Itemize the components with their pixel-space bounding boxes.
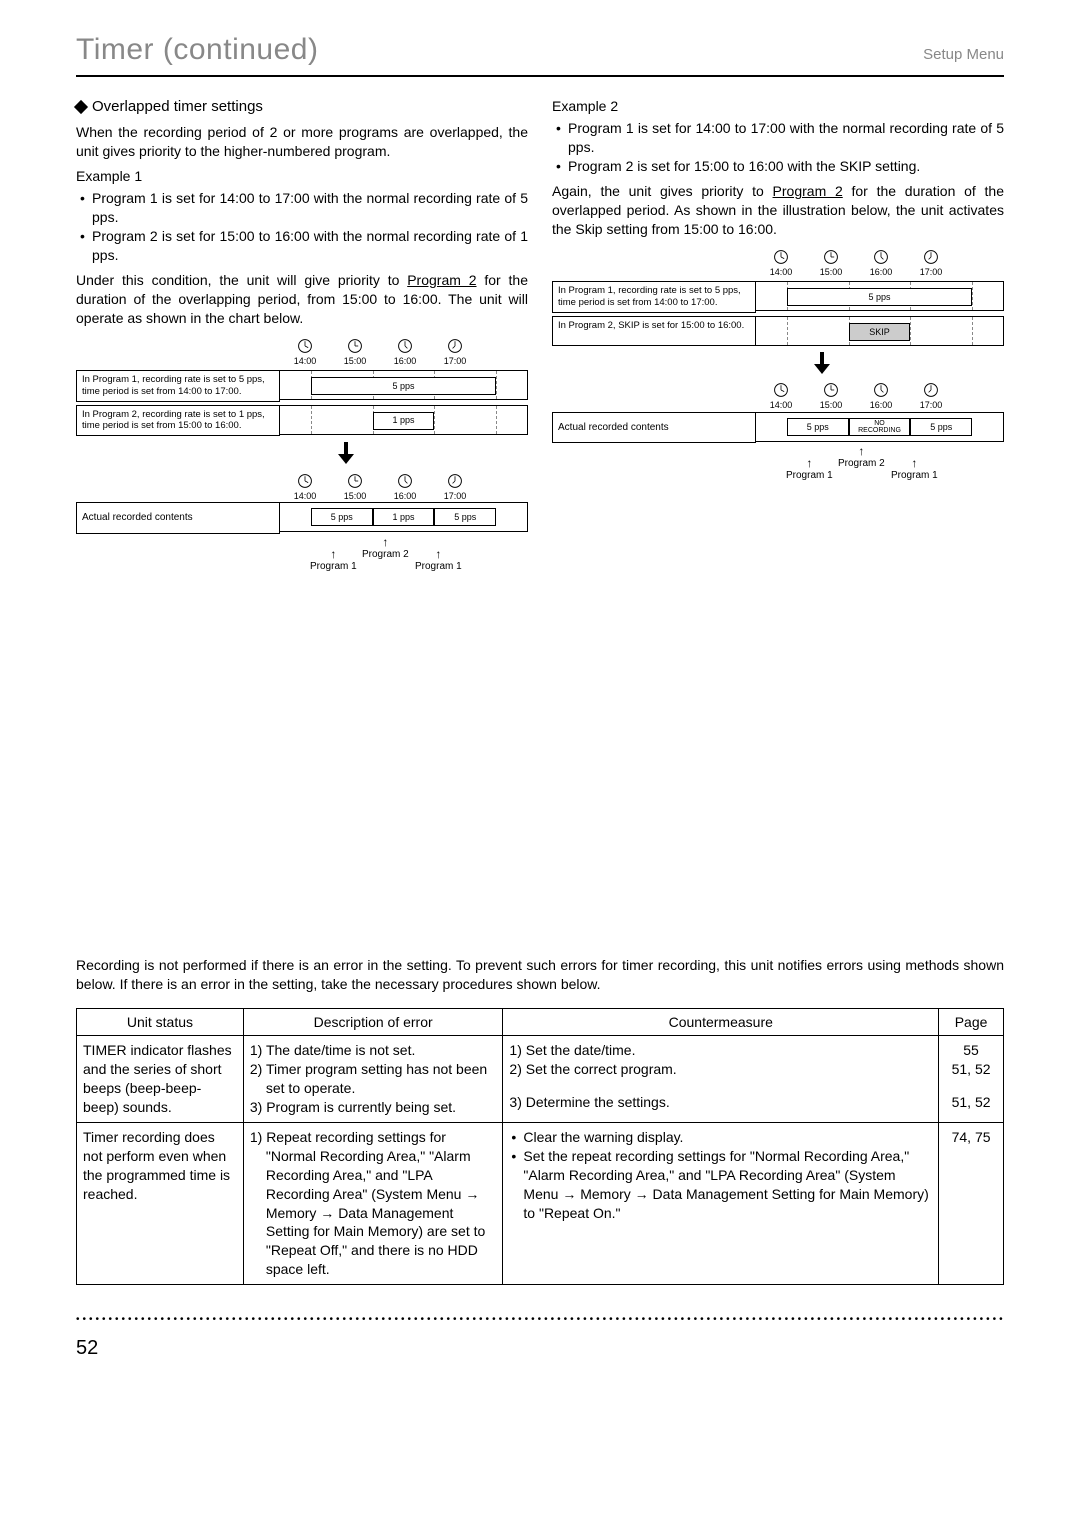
down-arrow-icon	[336, 442, 528, 469]
program-labels: ↑Program 1 ↑Program 2 ↑Program 1	[280, 534, 528, 576]
page-title: Timer (continued)	[76, 30, 318, 71]
skip-bar: SKIP	[849, 323, 911, 341]
clock-row: 14:00 15:00 16:00 17:00	[280, 338, 528, 367]
program-1-row: In Program 1, recording rate is set to 5…	[552, 281, 1004, 313]
col-page: Page	[939, 1008, 1004, 1036]
example-2-label: Example 2	[552, 97, 1004, 116]
dotted-rule: ••••••••••••••••••••••••••••••••••••••••…	[76, 1313, 1004, 1327]
bullet-item: Program 1 is set for 14:00 to 17:00 with…	[80, 189, 528, 227]
table-row: TIMER indicator flashes and the series o…	[77, 1036, 1004, 1123]
clock-icon: 15:00	[330, 473, 380, 502]
timeline-track: 5 pps NORECORDING 5 pps	[756, 412, 1004, 442]
bullet-item: Program 1 is set for 14:00 to 17:00 with…	[556, 119, 1004, 157]
subsection-title: Overlapped timer settings	[92, 97, 263, 117]
diamond-icon	[74, 100, 88, 114]
program-2-link: Program 2	[773, 183, 843, 199]
row-description: In Program 1, recording rate is set to 5…	[76, 370, 280, 402]
content-columns: Overlapped timer settings When the recor…	[76, 97, 1004, 576]
clock-icon: 15:00	[330, 338, 380, 367]
clock-icon: 17:00	[430, 473, 480, 502]
page-header: Timer (continued) Setup Menu	[76, 30, 1004, 77]
program-1-row: In Program 1, recording rate is set to 5…	[76, 370, 528, 402]
clock-icon: 14:00	[756, 382, 806, 411]
cell-page: 74, 75	[939, 1123, 1004, 1285]
clock-icon: 14:00	[756, 249, 806, 278]
clock-row: 14:00 15:00 16:00 17:00	[756, 382, 1004, 411]
row-description: In Program 1, recording rate is set to 5…	[552, 281, 756, 313]
clock-icon: 16:00	[380, 473, 430, 502]
intro-text: When the recording period of 2 or more p…	[76, 123, 528, 161]
program-2-row: In Program 2, SKIP is set for 15:00 to 1…	[552, 316, 1004, 346]
row-description: Actual recorded contents	[552, 412, 756, 444]
clock-icon: 17:00	[430, 338, 480, 367]
down-arrow-icon	[812, 352, 1004, 379]
diagram-2: 14:00 15:00 16:00 17:00 In Program 1, re…	[552, 249, 1004, 485]
clock-icon: 16:00	[856, 382, 906, 411]
example-1-bullets: Program 1 is set for 14:00 to 17:00 with…	[80, 189, 528, 265]
cell-status: Timer recording does not perform even wh…	[77, 1123, 244, 1285]
example-2-after: Again, the unit gives priority to Progra…	[552, 182, 1004, 239]
segment-no-recording: NORECORDING	[849, 418, 911, 436]
clock-icon: 17:00	[906, 249, 956, 278]
segment: 1 pps	[373, 508, 435, 526]
rate-bar: 1 pps	[373, 412, 435, 430]
table-row: Timer recording does not perform even wh…	[77, 1123, 1004, 1285]
page-number: 52	[76, 1335, 1004, 1362]
rate-bar: 5 pps	[311, 377, 496, 395]
row-description: Actual recorded contents	[76, 502, 280, 534]
program-labels: ↑Program 1 ↑Program 2 ↑Program 1	[756, 443, 1004, 485]
timeline-track: 5 pps 1 pps 5 pps	[280, 502, 528, 532]
clock-icon: 15:00	[806, 249, 856, 278]
timeline-track: 1 pps	[280, 405, 528, 435]
clock-row: 14:00 15:00 16:00 17:00	[756, 249, 1004, 278]
program-2-link: Program 2	[407, 272, 476, 288]
left-column: Overlapped timer settings When the recor…	[76, 97, 528, 576]
diagram-1: 14:00 15:00 16:00 17:00 In Program 1, re…	[76, 338, 528, 576]
clock-icon: 14:00	[280, 473, 330, 502]
segment: 5 pps	[311, 508, 373, 526]
clock-icon: 17:00	[906, 382, 956, 411]
clock-icon: 16:00	[380, 338, 430, 367]
actual-recorded-row: Actual recorded contents 5 pps 1 pps 5 p…	[76, 502, 528, 534]
bullet-item: Program 2 is set for 15:00 to 16:00 with…	[80, 227, 528, 265]
error-intro: Recording is not performed if there is a…	[76, 956, 1004, 994]
example-2-bullets: Program 1 is set for 14:00 to 17:00 with…	[556, 119, 1004, 176]
program-2-row: In Program 2, recording rate is set to 1…	[76, 405, 528, 437]
col-description: Description of error	[243, 1008, 503, 1036]
clock-icon: 14:00	[280, 338, 330, 367]
table-header-row: Unit status Description of error Counter…	[77, 1008, 1004, 1036]
col-countermeasure: Countermeasure	[503, 1008, 939, 1036]
clock-row: 14:00 15:00 16:00 17:00	[280, 473, 528, 502]
setup-menu-label: Setup Menu	[923, 45, 1004, 65]
cell-status: TIMER indicator flashes and the series o…	[77, 1036, 244, 1123]
timeline-track: SKIP	[756, 316, 1004, 346]
col-unit-status: Unit status	[77, 1008, 244, 1036]
right-column: Example 2 Program 1 is set for 14:00 to …	[552, 97, 1004, 576]
cell-countermeasure: 1) Set the date/time. 2) Set the correct…	[503, 1036, 939, 1123]
bullet-item: Program 2 is set for 15:00 to 16:00 with…	[556, 157, 1004, 176]
row-description: In Program 2, recording rate is set to 1…	[76, 405, 280, 437]
segment: 5 pps	[910, 418, 972, 436]
segment: 5 pps	[787, 418, 849, 436]
cell-description: 1) Repeat recording settings for "Normal…	[243, 1123, 503, 1285]
actual-recorded-row: Actual recorded contents 5 pps NORECORDI…	[552, 412, 1004, 444]
cell-page: 55 51, 52 51, 52	[939, 1036, 1004, 1123]
clock-icon: 15:00	[806, 382, 856, 411]
timeline-track: 5 pps	[756, 281, 1004, 311]
timeline-track: 5 pps	[280, 370, 528, 400]
row-description: In Program 2, SKIP is set for 15:00 to 1…	[552, 316, 756, 346]
cell-description: 1) The date/time is not set. 2) Timer pr…	[243, 1036, 503, 1123]
example-1-label: Example 1	[76, 167, 528, 186]
cell-countermeasure: Clear the warning display. Set the repea…	[503, 1123, 939, 1285]
segment: 5 pps	[434, 508, 496, 526]
rate-bar: 5 pps	[787, 288, 972, 306]
clock-icon: 16:00	[856, 249, 906, 278]
error-table: Unit status Description of error Counter…	[76, 1008, 1004, 1286]
example-1-after: Under this condition, the unit will give…	[76, 271, 528, 328]
subsection-heading: Overlapped timer settings	[76, 97, 528, 117]
